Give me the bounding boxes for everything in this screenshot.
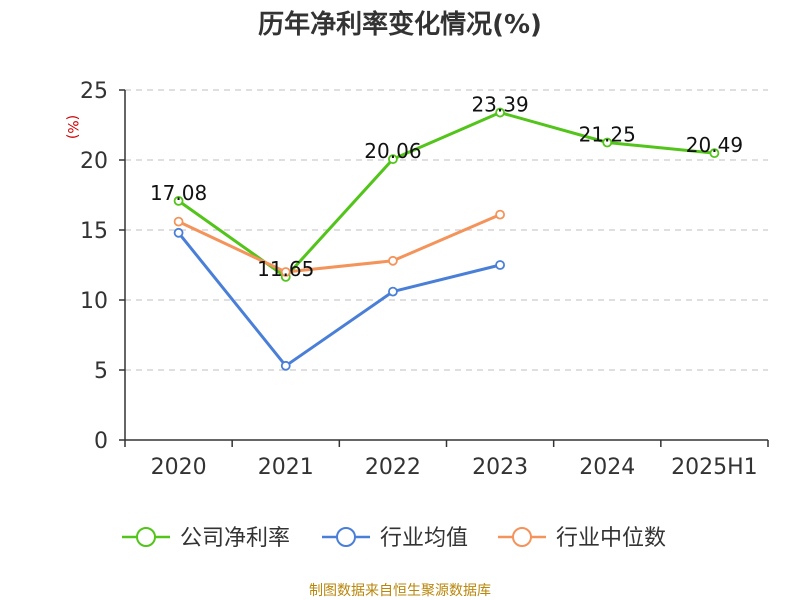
x-tick-label: 2025H1 xyxy=(671,455,758,480)
legend-label: 行业均值 xyxy=(380,526,468,551)
legend-item[interactable]: 行业中位数 xyxy=(498,526,666,551)
data-label: 11.65 xyxy=(257,257,314,281)
data-label: 20.49 xyxy=(686,133,743,157)
legend-marker-icon xyxy=(512,527,532,547)
data-label: 17.08 xyxy=(150,181,207,205)
axes xyxy=(119,89,769,447)
data-point xyxy=(173,216,184,227)
legend-label: 行业中位数 xyxy=(556,526,666,551)
y-tick-label: 0 xyxy=(94,429,108,454)
y-axis-unit: (%) xyxy=(64,115,80,139)
data-point xyxy=(173,227,184,238)
series-3 xyxy=(173,209,505,277)
data-point xyxy=(495,107,505,118)
x-tick-label: 2021 xyxy=(258,455,314,480)
y-tick-label: 20 xyxy=(80,149,108,174)
x-tick-label: 2022 xyxy=(365,455,421,480)
source-note: 制图数据来自恒生聚源数据库 xyxy=(309,583,491,599)
legend[interactable]: 公司净利率 行业均值 行业中位数 xyxy=(122,526,666,551)
series-line xyxy=(177,231,502,368)
y-tick-label: 15 xyxy=(80,219,108,244)
data-point xyxy=(602,137,613,148)
legend-item[interactable]: 行业均值 xyxy=(322,526,468,551)
data-point xyxy=(495,209,505,220)
data-label: 23.39 xyxy=(471,93,528,117)
x-tick-label: 2020 xyxy=(151,455,207,480)
data-point xyxy=(388,255,398,266)
data-point xyxy=(280,360,291,371)
x-tick-labels: 2020 2021 2022 2023 2024 2025H1 xyxy=(151,455,758,480)
data-point xyxy=(388,286,398,297)
series-lines xyxy=(173,107,720,371)
legend-marker-icon xyxy=(136,527,156,547)
grid-lines xyxy=(125,89,768,371)
y-tick-label: 5 xyxy=(94,359,108,384)
y-tick-label: 10 xyxy=(80,289,108,314)
x-tick-label: 2024 xyxy=(579,455,635,480)
x-tick-label: 2023 xyxy=(472,455,528,480)
data-labels: 17.08 11.65 20.06 23.39 21.25 20.49 xyxy=(150,93,743,281)
data-point xyxy=(388,154,398,165)
y-tick-labels: 0 5 10 15 20 25 xyxy=(80,79,108,454)
data-point xyxy=(280,267,291,277)
chart-title: 历年净利率变化情况(%) xyxy=(258,9,542,40)
series-1 xyxy=(173,107,720,282)
legend-marker-icon xyxy=(336,527,356,547)
data-point xyxy=(495,260,505,270)
legend-item[interactable]: 公司净利率 xyxy=(122,526,290,551)
series-2 xyxy=(173,227,505,371)
data-label: 20.06 xyxy=(364,139,421,163)
series-line xyxy=(177,213,502,274)
y-tick-label: 25 xyxy=(80,79,108,104)
data-point xyxy=(709,148,720,159)
legend-label: 公司净利率 xyxy=(180,526,290,551)
data-point xyxy=(173,195,184,206)
data-label: 21.25 xyxy=(579,123,636,147)
